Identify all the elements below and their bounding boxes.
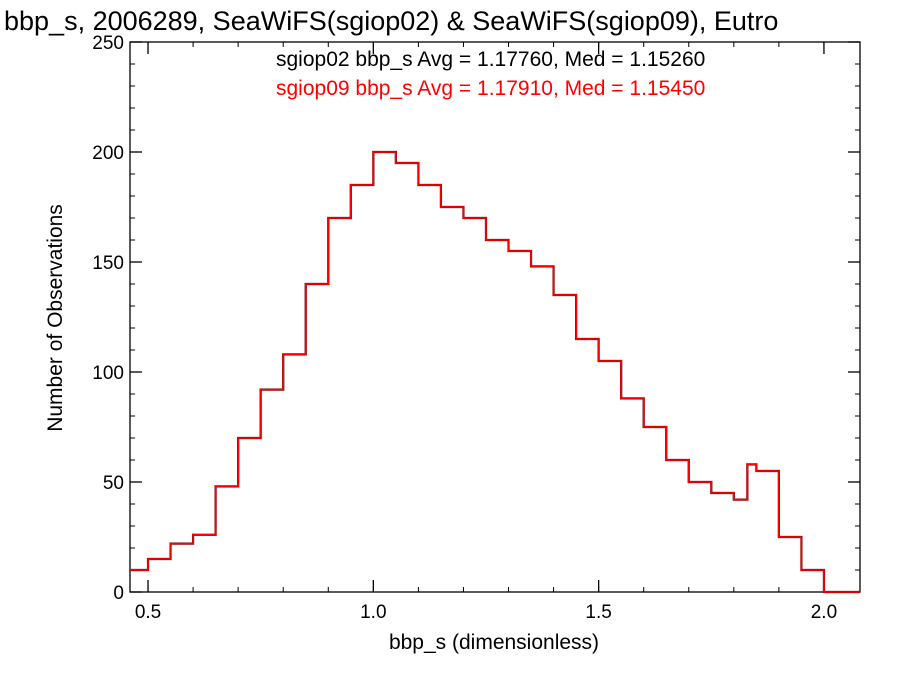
legend-entry-sgiop02: sgiop02 bbp_s Avg = 1.17760, Med = 1.152… xyxy=(276,48,706,71)
legend-entry-sgiop09: sgiop09 bbp_s Avg = 1.17910, Med = 1.154… xyxy=(276,77,706,100)
y-axis-label: Number of Observations xyxy=(44,204,67,432)
x-axis-label: bbp_s (dimensionless) xyxy=(389,631,599,654)
x-tick-label: 2.0 xyxy=(811,602,837,623)
y-tick-label: 50 xyxy=(103,473,124,494)
chart-title: bbp_s, 2006289, SeaWiFS(sgiop02) & SeaWi… xyxy=(4,6,779,36)
plot-frame xyxy=(129,41,861,593)
y-tick-label: 0 xyxy=(113,583,124,604)
y-tick-label: 200 xyxy=(92,143,124,164)
histogram-series-1 xyxy=(130,151,860,593)
x-tick-label: 0.5 xyxy=(135,602,161,623)
x-tick-label: 1.0 xyxy=(360,602,386,623)
histogram-series-0 xyxy=(130,150,860,594)
y-tick-label: 250 xyxy=(92,33,124,54)
x-tick-label: 1.5 xyxy=(585,602,611,623)
y-tick-label: 100 xyxy=(92,363,124,384)
y-tick-label: 150 xyxy=(92,253,124,274)
